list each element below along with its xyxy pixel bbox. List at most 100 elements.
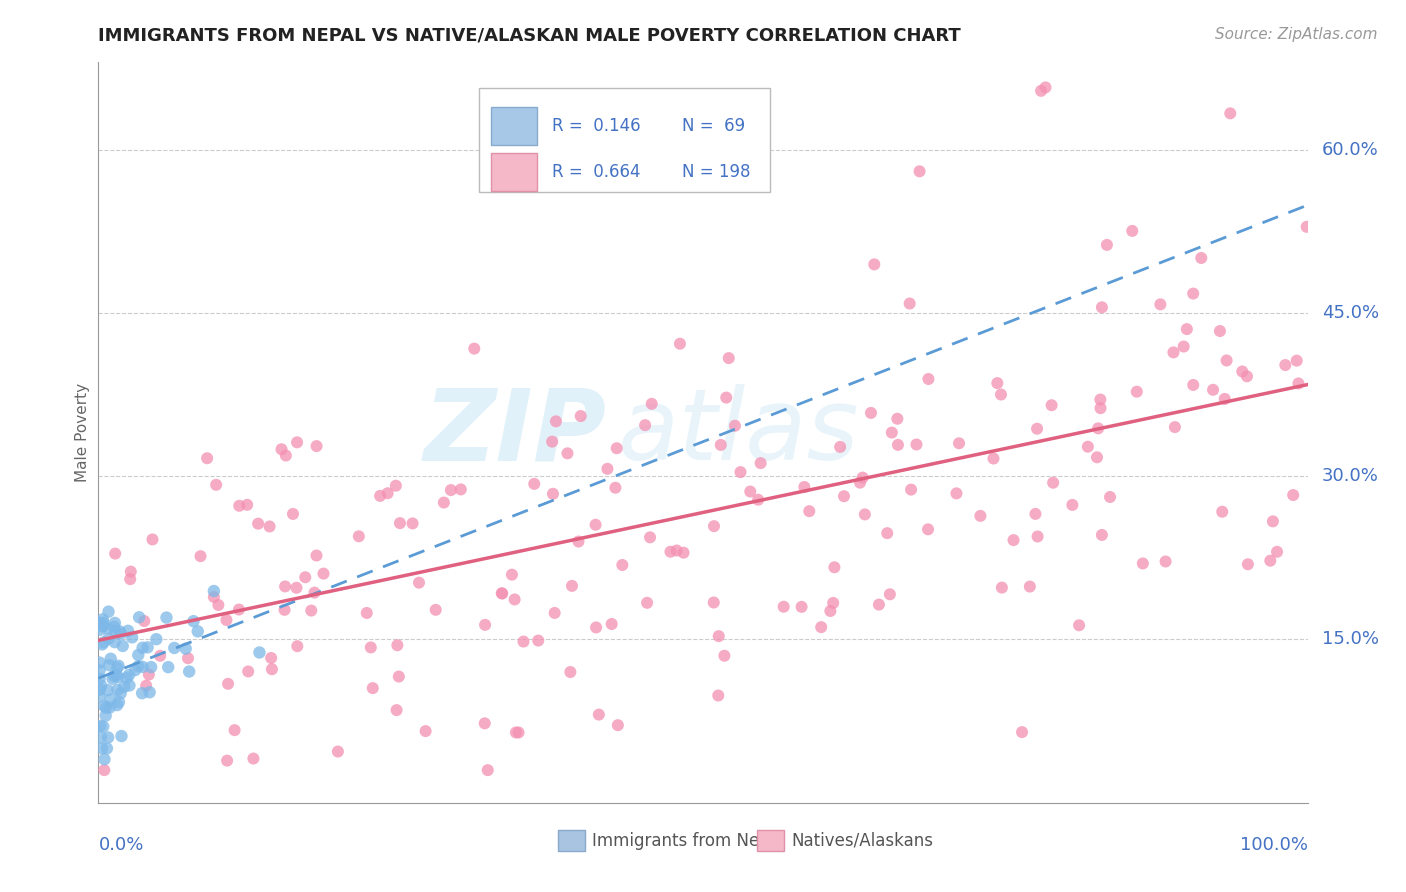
Point bbox=[1067, 618, 1090, 632]
Point bbox=[117, 624, 139, 638]
Point bbox=[174, 641, 197, 656]
Point bbox=[145, 632, 167, 647]
Point bbox=[249, 645, 271, 659]
Point bbox=[207, 598, 229, 612]
Point bbox=[91, 720, 114, 734]
Point bbox=[772, 599, 794, 614]
Point bbox=[304, 585, 326, 599]
Point bbox=[104, 615, 127, 630]
Point bbox=[131, 640, 153, 655]
Point bbox=[477, 763, 499, 777]
Point bbox=[707, 629, 730, 643]
Point bbox=[387, 638, 409, 652]
Point bbox=[112, 680, 135, 694]
Text: R =  0.664: R = 0.664 bbox=[551, 163, 640, 181]
Point bbox=[1087, 421, 1109, 435]
Point bbox=[983, 451, 1005, 466]
Point bbox=[139, 660, 162, 674]
Point bbox=[299, 603, 322, 617]
Point bbox=[508, 725, 530, 739]
Point bbox=[89, 672, 111, 686]
Point bbox=[187, 624, 209, 639]
Point bbox=[1154, 554, 1177, 568]
Point bbox=[108, 695, 131, 709]
Point bbox=[294, 570, 316, 584]
Point bbox=[1090, 401, 1112, 416]
Point bbox=[93, 752, 115, 766]
Point bbox=[969, 508, 991, 523]
Point bbox=[585, 517, 607, 532]
Point bbox=[749, 456, 772, 470]
Point bbox=[270, 442, 292, 457]
Point bbox=[101, 672, 124, 686]
Point bbox=[1091, 528, 1114, 542]
Point bbox=[1163, 345, 1185, 359]
Text: 60.0%: 60.0% bbox=[1322, 141, 1379, 159]
Point bbox=[347, 529, 370, 543]
Point bbox=[917, 522, 939, 536]
Point bbox=[89, 664, 111, 678]
Point bbox=[179, 665, 201, 679]
Point bbox=[408, 575, 430, 590]
Point bbox=[876, 526, 898, 541]
Point bbox=[600, 617, 623, 632]
Point bbox=[1189, 251, 1212, 265]
Point bbox=[793, 480, 815, 494]
Point bbox=[1182, 378, 1205, 392]
Point bbox=[585, 620, 607, 634]
Point bbox=[612, 558, 634, 572]
Point bbox=[128, 610, 150, 624]
Point bbox=[105, 661, 128, 675]
Point bbox=[274, 449, 297, 463]
Point bbox=[228, 499, 250, 513]
Point bbox=[790, 599, 813, 614]
Point bbox=[305, 549, 328, 563]
Point bbox=[91, 618, 114, 632]
Point bbox=[94, 700, 117, 714]
Point bbox=[103, 620, 125, 634]
Point bbox=[1002, 533, 1025, 548]
Point bbox=[1035, 80, 1057, 95]
Point bbox=[110, 729, 132, 743]
Point bbox=[886, 411, 908, 425]
Point bbox=[1202, 383, 1225, 397]
Point bbox=[138, 667, 160, 681]
Point bbox=[1011, 725, 1033, 739]
Point bbox=[89, 682, 111, 697]
Point bbox=[1285, 353, 1308, 368]
Point bbox=[879, 587, 901, 601]
Text: Immigrants from Nepal: Immigrants from Nepal bbox=[592, 831, 785, 849]
Point bbox=[121, 631, 143, 645]
Point bbox=[641, 397, 664, 411]
Point bbox=[104, 635, 127, 649]
Point bbox=[852, 470, 875, 484]
Point bbox=[236, 498, 259, 512]
Point bbox=[1274, 358, 1296, 372]
Point bbox=[1232, 364, 1254, 378]
Point bbox=[1265, 545, 1288, 559]
Point bbox=[217, 754, 239, 768]
Point bbox=[905, 437, 928, 451]
Point bbox=[97, 683, 120, 698]
Point bbox=[669, 336, 692, 351]
Point bbox=[463, 342, 485, 356]
Point bbox=[115, 671, 138, 685]
Point bbox=[260, 651, 283, 665]
Point bbox=[89, 656, 111, 670]
Point bbox=[89, 623, 111, 637]
Point bbox=[326, 745, 349, 759]
Point bbox=[1213, 392, 1236, 406]
Point bbox=[832, 489, 855, 503]
Point bbox=[900, 483, 922, 497]
Point bbox=[100, 652, 122, 666]
Point bbox=[91, 741, 114, 756]
FancyBboxPatch shape bbox=[758, 830, 785, 851]
Point bbox=[93, 615, 115, 630]
Point bbox=[730, 465, 752, 479]
Point bbox=[1085, 450, 1108, 465]
Point bbox=[908, 164, 931, 178]
Point bbox=[1042, 475, 1064, 490]
Point bbox=[1026, 529, 1049, 543]
Point bbox=[1282, 488, 1305, 502]
Point bbox=[713, 648, 735, 663]
